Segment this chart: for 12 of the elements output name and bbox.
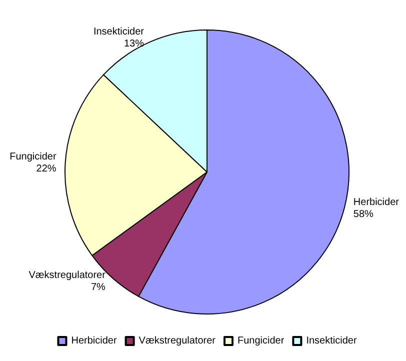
legend-label: Fungicider [238, 336, 285, 346]
data-label: 13% [124, 38, 144, 50]
legend-label: Vækstregulatorer [138, 336, 216, 346]
slice-label: Herbicider [353, 196, 400, 208]
legend-label: Insekticider [306, 336, 358, 346]
legend-label: Herbicider [71, 336, 118, 346]
data-label: 58% [353, 208, 374, 220]
data-label: 22% [36, 163, 56, 174]
slice-label: Insekticider [93, 26, 145, 38]
slice-label: Fungicider [10, 151, 57, 162]
data-label: 7% [90, 282, 106, 294]
slice-label: Vækstregulatorer [28, 270, 106, 282]
